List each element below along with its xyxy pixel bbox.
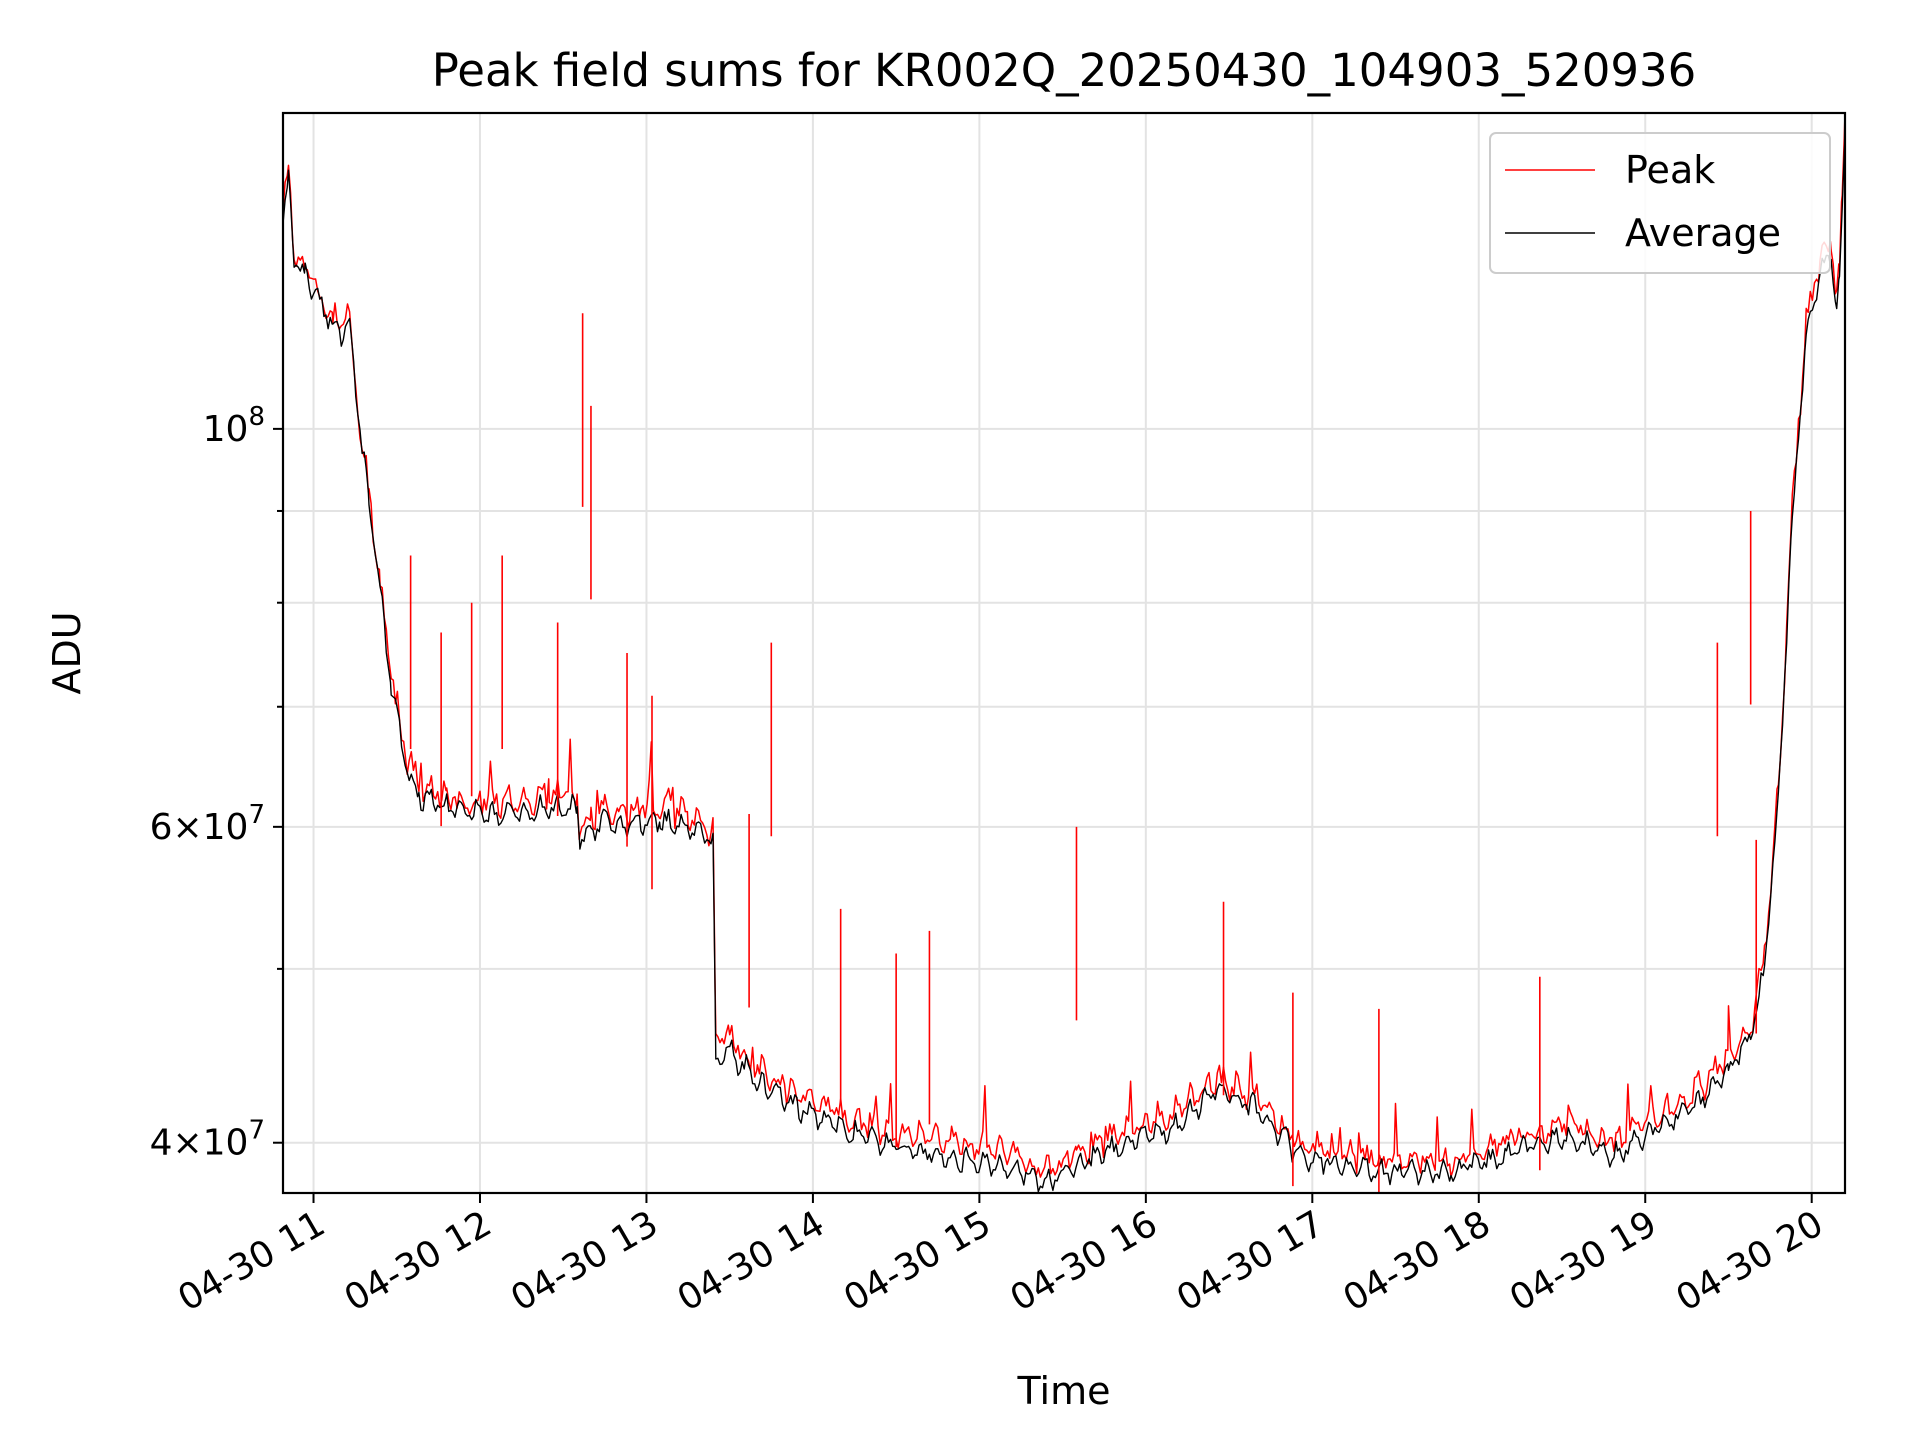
y-tick-label: 108 bbox=[203, 402, 265, 450]
y-tick-label: 4×107 bbox=[150, 1116, 265, 1164]
x-axis-label: Time bbox=[1017, 1369, 1111, 1413]
y-tick-label: 6×107 bbox=[150, 800, 265, 848]
y-tick-exponent: 8 bbox=[248, 402, 265, 432]
chart-title: Peak field sums for KR002Q_20250430_1049… bbox=[432, 44, 1696, 97]
y-axis-label: ADU bbox=[45, 611, 89, 694]
legend: Peak Average bbox=[1489, 132, 1831, 274]
y-tick-exponent: 7 bbox=[248, 1116, 265, 1146]
y-tick-base: 10 bbox=[203, 1123, 249, 1164]
series-line-peak bbox=[283, 113, 1845, 1178]
axes-frame bbox=[281, 111, 1847, 1195]
y-tick-exponent: 7 bbox=[248, 800, 265, 830]
series-line-average bbox=[283, 139, 1845, 1193]
y-tick-mantissa: 4 bbox=[150, 1123, 173, 1164]
legend-label-peak: Peak bbox=[1625, 148, 1715, 192]
y-tick-base: 10 bbox=[203, 807, 249, 848]
legend-box bbox=[1489, 132, 1831, 274]
y-tick-times: × bbox=[172, 807, 202, 848]
y-tick-times: × bbox=[172, 1123, 202, 1164]
legend-label-average: Average bbox=[1625, 211, 1781, 255]
plot-area bbox=[283, 113, 1845, 1193]
y-tick-mantissa: 6 bbox=[150, 807, 173, 848]
y-tick-base: 10 bbox=[203, 409, 249, 450]
